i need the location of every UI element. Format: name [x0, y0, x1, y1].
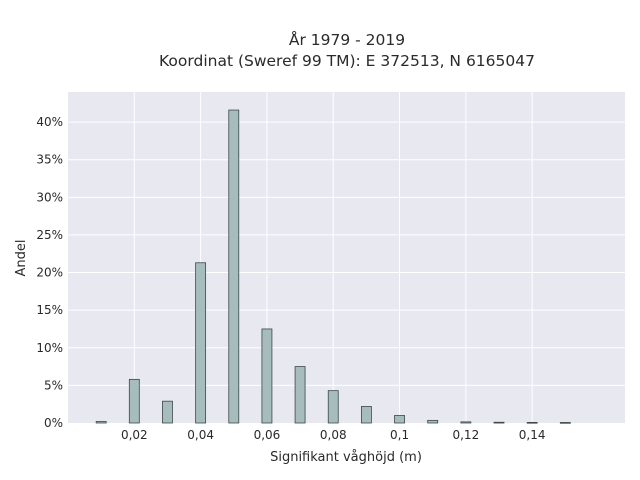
plot-area — [68, 92, 625, 423]
x-tick-label: 0,04 — [187, 428, 214, 442]
x-tick-label: 0,02 — [121, 428, 148, 442]
y-tick-label: 35% — [36, 153, 63, 167]
histogram-bar — [95, 421, 107, 424]
y-tick-label: 25% — [36, 228, 63, 242]
y-tick-label: 20% — [36, 266, 63, 280]
histogram-bar — [526, 421, 538, 424]
x-tick-label: 0,1 — [390, 428, 409, 442]
chart-title-line-1: År 1979 - 2019 — [289, 30, 405, 49]
histogram-bar — [559, 422, 571, 424]
histogram-bar — [427, 419, 439, 424]
x-tick-label: 0,06 — [254, 428, 281, 442]
histogram-bar — [493, 421, 505, 424]
y-axis-ticks: 0% 5% 10% 15% 20% 25% 30% 35% 40% — [36, 115, 63, 430]
histogram-bar — [162, 400, 173, 424]
histogram-bar — [261, 328, 273, 424]
y-tick-label: 0% — [44, 416, 63, 430]
histogram-bar — [360, 406, 372, 424]
y-tick-label: 30% — [36, 190, 63, 204]
x-axis-title: Signifikant våghöjd (m) — [270, 450, 422, 465]
histogram-bar — [128, 378, 140, 424]
y-tick-label: 5% — [44, 378, 63, 392]
chart-title-line-2: Koordinat (Sweref 99 TM): E 372513, N 61… — [159, 52, 535, 70]
x-axis-ticks: 0,02 0,04 0,06 0,08 0,1 0,12 0,14 — [121, 428, 546, 442]
x-tick-label: 0,08 — [320, 428, 347, 442]
y-tick-label: 10% — [36, 341, 63, 355]
histogram-bar — [228, 109, 240, 424]
x-tick-label: 0,14 — [519, 428, 546, 442]
y-tick-label: 15% — [36, 303, 63, 317]
x-tick-label: 0,12 — [452, 428, 479, 442]
grid-lines — [68, 92, 625, 423]
y-axis-title: Andel — [14, 240, 29, 277]
histogram-bar — [460, 421, 472, 424]
y-tick-label: 40% — [36, 115, 63, 129]
histogram-bar — [327, 390, 339, 424]
histogram-bar — [394, 415, 405, 424]
histogram-bar — [294, 366, 306, 424]
bars — [95, 109, 571, 424]
histogram-bar — [195, 262, 207, 424]
